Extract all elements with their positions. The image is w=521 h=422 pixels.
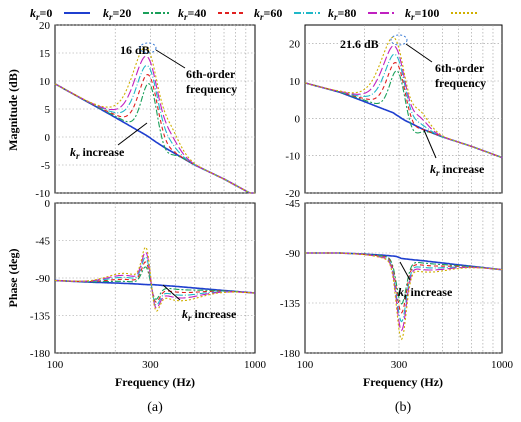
y-tick-label: -20 <box>285 188 300 200</box>
legend-label-5: kr=100 <box>405 6 439 22</box>
legend-label-2: kr=40 <box>178 6 206 22</box>
legend: kr=0 kr=20 kr=40 kr=60 kr=80 kr=100 <box>30 6 477 22</box>
y-tick-label: -135 <box>280 298 301 310</box>
caption-a: (a) <box>147 400 163 415</box>
x-tick-label: 300 <box>142 359 159 371</box>
y-tick-label: 20 <box>289 39 301 51</box>
x-tick-label: 100 <box>297 359 314 371</box>
series-line-4-a-phase <box>55 251 256 309</box>
kr-increase-b-phase: kr increase <box>398 285 453 301</box>
kr-increase-a-mag: kr increase <box>70 145 125 161</box>
series-line-3-b-phase <box>305 252 503 323</box>
legend-label-1: kr=20 <box>103 6 131 22</box>
series-line-2-a-phase <box>55 261 255 303</box>
y-tick-label: 5 <box>45 104 51 116</box>
y-tick-label: -180 <box>30 348 51 360</box>
peak-label-b: 21.6 dB <box>340 37 379 51</box>
y-tick-label: -5 <box>41 160 51 172</box>
annotations-a-mag: 16 dB 6th-order frequency kr increase <box>70 42 237 161</box>
x-tick-label: 300 <box>391 359 408 371</box>
series-line-5-a-phase <box>55 246 256 312</box>
x-tick-label: 100 <box>47 359 64 371</box>
y-tick-label: -90 <box>35 273 50 285</box>
y-tick-label: 15 <box>39 48 51 60</box>
peak-marker-a <box>139 42 157 54</box>
y-tick-label: -10 <box>35 188 50 200</box>
legend-label-3: kr=60 <box>254 6 282 22</box>
annotation-order-a: 6th-order <box>186 67 236 81</box>
x-tick-label: 1000 <box>244 359 267 371</box>
y-tick-label: -135 <box>30 311 51 323</box>
y-tick-label: 0 <box>45 132 51 144</box>
series-line-2-b-phase <box>305 252 503 314</box>
legend-label-0: kr=0 <box>30 6 52 22</box>
panel-b-magnitude: 20 10 0 -10 -20 <box>285 24 503 200</box>
annotations-b-phase: kr increase <box>398 261 453 301</box>
panel-a-magnitude: 20 15 10 5 0 -5 -10 <box>35 20 256 200</box>
y-tick-label: -90 <box>285 248 300 260</box>
series-line-5-b-mag <box>304 36 503 159</box>
y-tick-label: -180 <box>280 348 301 360</box>
annotation-freq-a: frequency <box>186 82 237 96</box>
y-tick-label: 0 <box>45 198 51 210</box>
kr-increase-b-mag: kr increase <box>430 162 485 178</box>
y-tick-label: 10 <box>289 76 301 88</box>
series-line-5-a-mag <box>54 46 255 194</box>
y-tick-label: 10 <box>39 76 51 88</box>
y-tick-label: 20 <box>39 20 51 32</box>
peak-label-a: 16 dB <box>120 43 150 57</box>
y-tick-label: 0 <box>295 113 301 125</box>
ylabel-magnitude: Magnitude (dB) <box>6 69 20 151</box>
annotation-freq-b: frequency <box>435 76 486 90</box>
kr-increase-a-phase: kr increase <box>182 307 237 323</box>
caption-b: (b) <box>395 400 412 415</box>
peak-marker-b <box>390 34 408 46</box>
annotation-order-b: 6th-order <box>435 61 485 75</box>
annotations-b-mag: 21.6 dB 6th-order frequency kr increase <box>340 34 486 178</box>
series-line-5-b-phase <box>305 252 503 341</box>
xlabel-a: Frequency (Hz) <box>115 375 195 389</box>
ylabel-phase: Phase (deg) <box>6 249 20 308</box>
annotations-a-phase: kr increase <box>162 284 237 323</box>
y-tick-label: -10 <box>285 151 300 163</box>
series-line-3-a-phase <box>55 256 255 306</box>
y-tick-label: -45 <box>285 198 300 210</box>
xlabel-b: Frequency (Hz) <box>363 375 443 389</box>
legend-label-4: kr=80 <box>328 6 356 22</box>
y-tick-label: -45 <box>35 236 50 248</box>
x-tick-label: 1000 <box>491 359 514 371</box>
